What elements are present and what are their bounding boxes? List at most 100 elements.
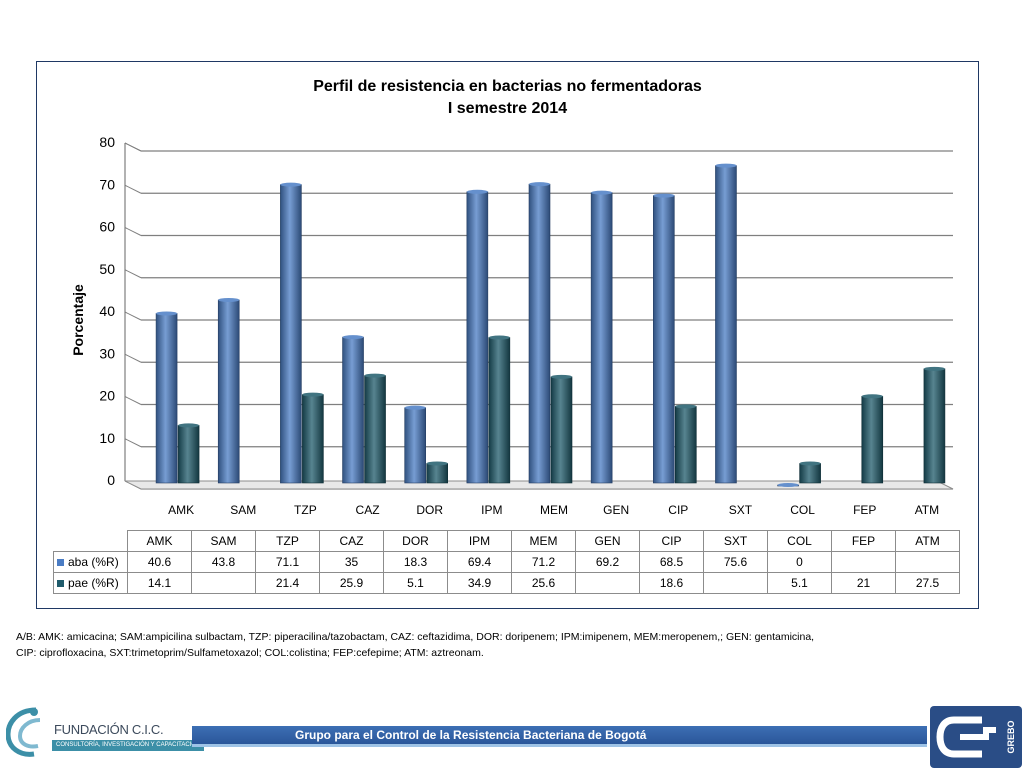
bar-top	[861, 394, 883, 399]
bar-top	[653, 193, 675, 198]
y-axis-label: Porcentaje	[70, 284, 86, 356]
x-tick-label: AMK	[168, 503, 194, 517]
table-column-header: ATM	[895, 530, 960, 552]
bar-top	[675, 404, 697, 409]
legend-swatch-icon	[57, 580, 64, 587]
bar-top	[923, 366, 945, 371]
table-column-header: SXT	[703, 530, 768, 552]
table-cell	[831, 551, 896, 573]
bar-aba-caz	[342, 336, 364, 484]
table-cell	[575, 572, 640, 594]
table-cell: 5.1	[383, 572, 448, 594]
table-corner	[54, 531, 128, 552]
table-cell	[191, 572, 256, 594]
table-cell: 5.1	[767, 572, 832, 594]
footnote-line-2: CIP: ciprofloxacina, SXT:trimetoprim/Sul…	[16, 647, 484, 659]
gridline-depth	[124, 438, 142, 448]
table-column-header: COL	[767, 530, 832, 552]
bar-top	[218, 297, 240, 302]
table-cell: 34.9	[447, 572, 512, 594]
chart-title-line-2: I semestre 2014	[447, 100, 568, 117]
bar-top	[551, 374, 572, 379]
data-table: AMK SAM TZP CAZ DOR IPM MEM GEN CIP SXT COL FEP ATM a…	[53, 530, 960, 594]
table-cell: 14.1	[127, 572, 192, 594]
footer-banner: Grupo para el Control de la Resistencia …	[192, 726, 927, 744]
bar-aba-gen	[590, 192, 613, 484]
table-row: aba (%R) 40.6 43.8 71.1 35 18.3 69.4 71.2 69.2 68…	[53, 551, 960, 573]
gridline-depth	[124, 311, 142, 321]
y-tick-label: 0	[107, 472, 115, 488]
y-tick-label: 50	[99, 261, 115, 277]
gridline-depth	[124, 396, 142, 405]
x-tick-label: CAZ	[356, 503, 380, 517]
table-cell: 43.8	[191, 551, 256, 573]
bar-top	[799, 461, 821, 466]
x-tick-label: DOR	[416, 503, 443, 517]
table-column-header: CIP	[639, 530, 704, 552]
grebo-logo-icon: GREBO	[930, 706, 1022, 768]
chart-frame: Perfil de resistencia en bacterias no fe…	[36, 61, 979, 609]
gridline-depth	[124, 353, 142, 363]
bar-aba-dor	[404, 407, 426, 484]
bar-top	[591, 190, 613, 195]
bar-aba-sxt	[715, 165, 737, 484]
y-tick-label: 60	[99, 219, 115, 235]
bar-top	[156, 311, 178, 316]
chart-title-line-1: Perfil de resistencia en bacterias no fe…	[313, 78, 702, 95]
bar-pae-col	[799, 463, 821, 484]
bar-top	[529, 182, 550, 187]
x-tick-label: MEM	[540, 503, 568, 517]
table-cell	[703, 572, 768, 594]
bar-pae-cip	[675, 406, 697, 484]
bar-aba-ipm	[466, 191, 489, 484]
footnote-line-1: A/B: AMK: amicacina; SAM:ampicilina sulb…	[16, 631, 815, 643]
bar-pae-atm	[923, 368, 946, 484]
legend-swatch-icon	[57, 559, 64, 566]
table-cell: 18.6	[639, 572, 704, 594]
bar-top	[404, 405, 426, 410]
gridline-depth	[124, 227, 142, 236]
bar-pae-amk	[177, 425, 200, 484]
y-tick-label: 80	[99, 134, 115, 150]
legend-entry: pae (%R)	[53, 572, 128, 594]
bar-top	[777, 483, 799, 487]
x-tick-label: GEN	[603, 503, 629, 517]
table-cell: 25.9	[319, 572, 384, 594]
table-column-header: FEP	[831, 530, 896, 552]
table-column-header: AMK	[127, 530, 192, 552]
table-cell	[895, 551, 960, 573]
y-tick-label: 20	[99, 388, 115, 404]
table-column-header: DOR	[383, 530, 448, 552]
chart-title: Perfil de resistencia en bacterias no fe…	[37, 76, 978, 120]
bar-pae-caz	[364, 375, 386, 484]
table-column-header: IPM	[447, 530, 512, 552]
y-tick-label: 70	[99, 176, 115, 192]
table-column-header: CAZ	[319, 530, 384, 552]
bar-top	[488, 335, 510, 340]
gridline-depth	[124, 142, 142, 152]
x-tick-label: SAM	[230, 503, 256, 517]
bar-pae-mem	[550, 376, 573, 484]
table-cell: 75.6	[703, 551, 768, 573]
bar-top	[342, 335, 364, 340]
table-cell: 18.3	[383, 551, 448, 573]
bar-pae-ipm	[488, 337, 511, 484]
bar-aba-cip	[653, 195, 675, 484]
bar-pae-dor	[426, 463, 448, 484]
bar-pae-fep	[861, 395, 884, 484]
bar-top	[280, 182, 302, 187]
bar-top	[178, 423, 200, 428]
table-cell: 35	[319, 551, 384, 573]
table-row: pae (%R) 14.1 21.4 25.9 5.1 34.9 25.6 18.6 5.1 21…	[53, 572, 960, 594]
bar-top	[426, 461, 448, 466]
footnote: A/B: AMK: amicacina; SAM:ampicilina sulb…	[16, 629, 1006, 661]
table-column-header: GEN	[575, 530, 640, 552]
table-column-header: MEM	[511, 530, 576, 552]
bar-top	[715, 163, 737, 168]
gridline-depth	[124, 269, 142, 279]
x-tick-label: FEP	[853, 503, 876, 517]
org-logo: FUNDACIÓN C.I.C. SALUD CONSULTORÍA, INVE…	[4, 700, 205, 762]
gridline-depth	[124, 184, 142, 194]
legend-entry: aba (%R)	[53, 551, 128, 573]
table-header-row: AMK SAM TZP CAZ DOR IPM MEM GEN CIP SXT COL FEP ATM	[54, 530, 960, 552]
